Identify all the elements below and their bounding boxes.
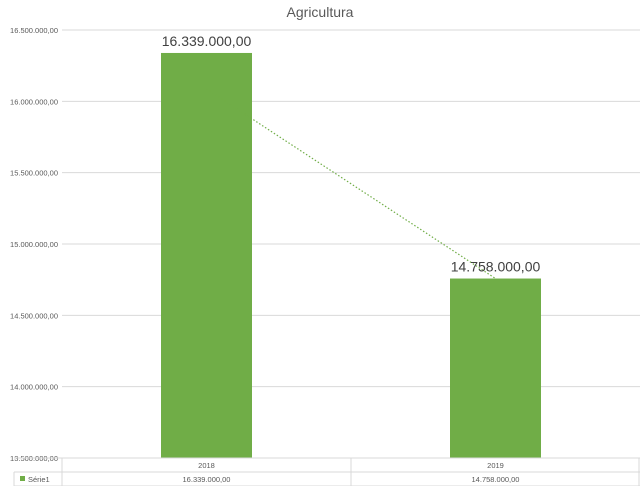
bar-2019	[450, 278, 541, 458]
gridlines	[62, 29, 640, 459]
y-tick-label: 15.500.000,00	[10, 169, 58, 178]
y-tick-label: 14.000.000,00	[10, 383, 58, 392]
legend-swatch	[20, 476, 25, 481]
y-tick-label: 16.000.000,00	[10, 97, 58, 106]
trendline	[206, 88, 496, 280]
table-cell: 14.758.000,00	[472, 475, 520, 484]
y-tick-label: 16.500.000,00	[10, 26, 58, 35]
bars	[161, 52, 541, 459]
trendline-line	[206, 88, 496, 280]
y-tick-label: 14.500.000,00	[10, 311, 58, 320]
y-tick-label: 15.000.000,00	[10, 240, 58, 249]
y-axis-ticks: 13.500.000,0014.000.000,0014.500.000,001…	[10, 26, 58, 463]
chart-title: Agricultura	[286, 4, 354, 20]
table-header-2018: 2018	[198, 461, 215, 470]
data-table: 2018 2019 Série1 16.339.000,00 14.758.000,00	[13, 457, 640, 486]
data-label-2018: 16.339.000,00	[162, 33, 252, 49]
bar-2018	[161, 52, 252, 459]
legend-label: Série1	[28, 475, 50, 484]
data-labels: 16.339.000,00 14.758.000,00	[162, 33, 541, 275]
table-header-2019: 2019	[487, 461, 504, 470]
data-label-2019: 14.758.000,00	[451, 259, 541, 275]
table-cell: 16.339.000,00	[183, 475, 231, 484]
